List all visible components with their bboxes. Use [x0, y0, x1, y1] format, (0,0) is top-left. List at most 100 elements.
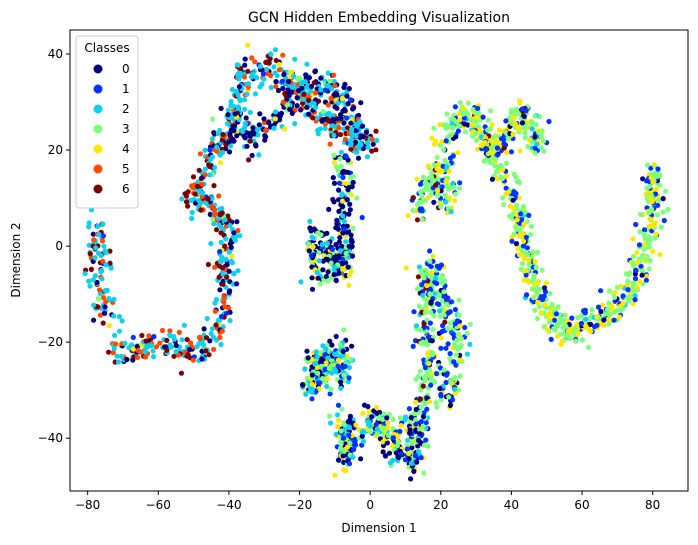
data-point-class-3: [529, 286, 536, 292]
data-point-class-0: [298, 107, 304, 113]
data-point-class-0: [382, 453, 389, 459]
data-point-class-6: [143, 338, 149, 344]
data-point-class-2: [529, 126, 535, 132]
data-point-class-6: [419, 309, 425, 315]
data-point-class-2: [402, 417, 408, 423]
data-point-class-3: [522, 130, 528, 136]
data-point-class-0: [201, 326, 207, 332]
data-point-class-3: [457, 100, 463, 106]
data-point-class-6: [219, 210, 225, 216]
data-point-class-1: [346, 432, 352, 438]
data-point-class-3: [424, 299, 430, 305]
data-point-class-1: [373, 421, 379, 428]
data-point-class-4: [494, 139, 500, 145]
data-point-class-3: [419, 198, 425, 204]
data-point-class-3: [427, 258, 433, 264]
data-point-class-1: [580, 308, 587, 314]
data-point-class-3: [555, 304, 561, 310]
data-point-class-2: [237, 233, 243, 239]
data-point-class-0: [380, 449, 386, 455]
data-point-class-3: [444, 301, 450, 307]
data-point-class-3: [652, 235, 658, 241]
data-point-class-0: [384, 440, 390, 446]
data-point-class-2: [218, 239, 224, 245]
data-point-class-1: [348, 97, 354, 103]
data-point-class-2: [212, 300, 218, 306]
data-point-class-3: [467, 321, 473, 327]
data-point-class-4: [446, 168, 452, 174]
data-point-class-5: [268, 72, 274, 79]
data-point-class-4: [460, 105, 467, 111]
data-point-class-1: [450, 331, 456, 337]
data-point-class-3: [456, 185, 463, 191]
data-point-class-6: [198, 207, 204, 213]
data-point-class-0: [340, 230, 346, 236]
data-point-class-0: [356, 112, 362, 119]
data-point-class-0: [244, 143, 250, 149]
data-point-class-0: [639, 272, 645, 278]
data-point-class-2: [437, 308, 443, 314]
data-point-class-5: [188, 340, 194, 346]
data-point-class-4: [522, 268, 528, 274]
data-point-class-1: [434, 301, 440, 307]
data-point-class-6: [420, 383, 426, 389]
data-point-class-3: [531, 272, 537, 278]
data-point-class-2: [116, 328, 123, 334]
data-point-class-5: [190, 357, 196, 363]
data-point-class-2: [292, 121, 298, 127]
data-point-class-0: [339, 261, 346, 267]
data-point-class-2: [272, 109, 279, 115]
data-point-class-3: [654, 212, 661, 218]
data-point-class-2: [223, 236, 229, 242]
data-point-class-2: [292, 56, 298, 62]
data-point-class-4: [554, 333, 561, 339]
data-point-class-6: [417, 396, 423, 402]
data-point-class-2: [150, 348, 156, 354]
data-point-class-0: [532, 134, 538, 140]
data-point-class-2: [196, 198, 202, 204]
data-point-class-0: [234, 219, 240, 225]
data-point-class-3: [533, 289, 540, 295]
data-point-class-5: [322, 121, 328, 127]
data-point-class-5: [216, 193, 222, 199]
data-point-class-2: [204, 316, 210, 322]
data-point-class-3: [385, 433, 391, 439]
data-point-class-4: [515, 246, 521, 252]
data-point-class-6: [185, 203, 191, 209]
data-point-class-5: [134, 354, 141, 360]
data-point-class-5: [336, 125, 342, 131]
data-point-class-0: [231, 128, 237, 134]
data-point-class-3: [412, 411, 418, 417]
data-point-class-0: [308, 228, 314, 234]
data-point-class-6: [421, 321, 427, 327]
data-point-class-5: [103, 299, 109, 305]
data-point-class-2: [222, 217, 228, 223]
data-point-class-3: [315, 370, 321, 376]
data-point-class-4: [510, 114, 516, 120]
data-point-class-2: [326, 110, 332, 116]
data-point-class-4: [336, 417, 342, 423]
data-point-class-0: [393, 450, 399, 456]
data-point-class-0: [447, 402, 453, 408]
data-point-class-3: [464, 330, 470, 337]
data-point-class-0: [300, 382, 306, 388]
data-point-class-0: [309, 286, 316, 292]
data-point-class-3: [539, 267, 545, 273]
data-point-class-2: [331, 132, 337, 139]
data-point-class-0: [304, 104, 310, 110]
data-point-class-0: [413, 406, 419, 413]
data-point-class-2: [311, 101, 317, 107]
data-point-class-4: [515, 124, 521, 130]
data-point-class-0: [337, 235, 343, 241]
data-point-class-3: [326, 413, 333, 419]
data-point-class-2: [196, 187, 203, 193]
data-point-class-0: [331, 180, 338, 186]
data-point-class-2: [334, 412, 341, 418]
data-point-class-5: [313, 90, 319, 96]
data-point-class-2: [219, 254, 225, 260]
data-point-class-4: [637, 279, 643, 285]
data-point-class-1: [327, 391, 333, 397]
data-point-class-1: [444, 372, 450, 378]
data-point-class-0: [348, 120, 354, 126]
